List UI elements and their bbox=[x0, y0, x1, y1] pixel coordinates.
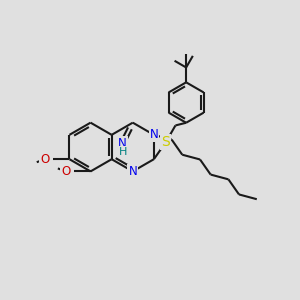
Text: H: H bbox=[119, 147, 127, 157]
Text: O: O bbox=[40, 153, 50, 166]
Text: O: O bbox=[61, 165, 70, 178]
Text: N: N bbox=[149, 128, 158, 141]
Text: N: N bbox=[128, 165, 137, 178]
Text: S: S bbox=[161, 135, 170, 149]
Text: N: N bbox=[118, 137, 127, 150]
